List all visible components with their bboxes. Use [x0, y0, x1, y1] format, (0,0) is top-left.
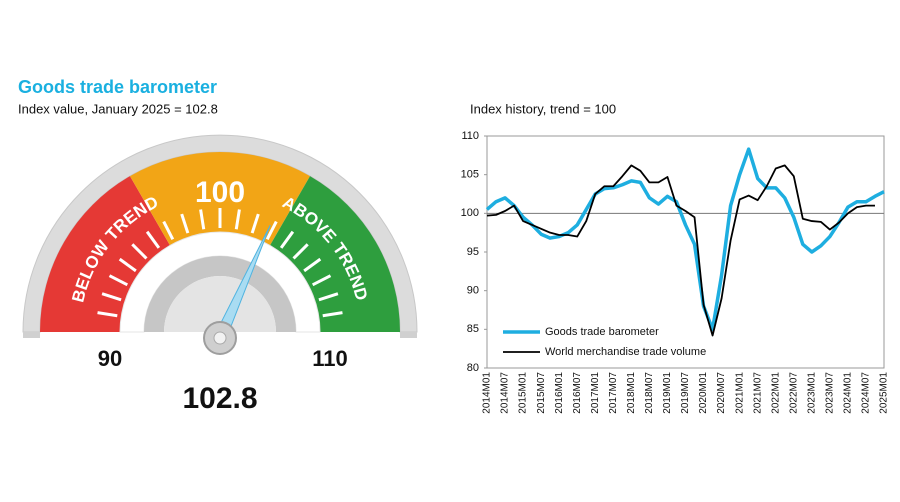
gauge-tick [303, 257, 322, 273]
gauge-tick [318, 292, 339, 302]
gauge-foot [23, 332, 40, 338]
gauge-tick-label: 100 [195, 176, 245, 209]
y-tick-label: 100 [461, 207, 479, 219]
y-tick-label: 110 [461, 130, 479, 142]
legend-label: Goods trade barometer [545, 326, 659, 338]
gauge-tick [131, 243, 148, 260]
x-tick-label: 2021M01 [734, 372, 745, 414]
x-tick-label: 2022M07 [788, 372, 799, 414]
gauge-foot [400, 332, 417, 338]
gauge-tick-label: 90 [98, 346, 122, 371]
gauge-tick [101, 292, 122, 302]
x-tick-label: 2023M01 [806, 372, 817, 414]
gauge-tick [199, 209, 206, 230]
gauge-tick [97, 311, 118, 318]
gauge-tick [108, 274, 129, 287]
gauge-tick [292, 243, 309, 260]
y-tick-label: 105 [461, 169, 479, 181]
y-tick-label: 80 [467, 362, 479, 374]
gauge-band [270, 176, 400, 332]
gauge-tick [145, 230, 161, 249]
x-tick-label: 2014M07 [500, 372, 511, 414]
gauge-tick [311, 274, 332, 287]
x-tick-label: 2015M01 [518, 372, 529, 414]
gauge-tick-label: 110 [312, 346, 348, 371]
x-tick-label: 2015M07 [536, 372, 547, 414]
x-tick-label: 2018M01 [626, 372, 637, 414]
gauge-tick [162, 220, 175, 241]
x-tick-label: 2020M07 [716, 372, 727, 414]
x-tick-label: 2021M07 [752, 372, 763, 414]
x-tick-label: 2024M01 [843, 372, 854, 414]
gauge-tick [250, 213, 260, 234]
x-tick-label: 2017M01 [590, 372, 601, 414]
gauge-value: 102.8 [182, 382, 257, 415]
gauge-hub-inner [164, 276, 276, 332]
y-tick-label: 95 [467, 246, 479, 258]
x-tick-label: 2019M01 [662, 372, 673, 414]
gauge-subtitle: Index value, January 2025 = 102.8 [18, 101, 218, 116]
series-line [486, 164, 875, 337]
x-tick-label: 2018M07 [644, 372, 655, 414]
gauge-hub-outer [144, 256, 296, 332]
x-tick-label: 2024M07 [861, 372, 872, 414]
y-tick-label: 90 [467, 285, 479, 297]
x-tick-label: 2022M01 [770, 372, 781, 414]
x-tick-label: 2025M01 [879, 372, 890, 414]
gauge-tick [279, 230, 295, 249]
gauge-tick [180, 213, 190, 234]
x-tick-label: 2023M07 [825, 372, 836, 414]
gauge-band [130, 152, 310, 246]
needle-pivot-center [213, 331, 227, 345]
x-tick-label: 2014M01 [482, 372, 493, 414]
gauge-tick [265, 220, 278, 241]
y-tick-label: 85 [467, 323, 479, 335]
gauge-title: Goods trade barometer [18, 77, 217, 97]
gauge-tick [118, 257, 137, 273]
gauge-band [40, 176, 170, 332]
gauge-tick [234, 209, 241, 230]
x-tick-label: 2016M07 [572, 372, 583, 414]
x-tick-label: 2019M07 [680, 372, 691, 414]
line-title: Index history, trend = 100 [470, 101, 616, 116]
x-tick-label: 2020M01 [698, 372, 709, 414]
series-line [485, 147, 885, 332]
x-tick-label: 2017M07 [608, 372, 619, 414]
x-tick-label: 2016M01 [554, 372, 565, 414]
legend-label: World merchandise trade volume [545, 346, 706, 358]
gauge-tick [322, 311, 343, 318]
